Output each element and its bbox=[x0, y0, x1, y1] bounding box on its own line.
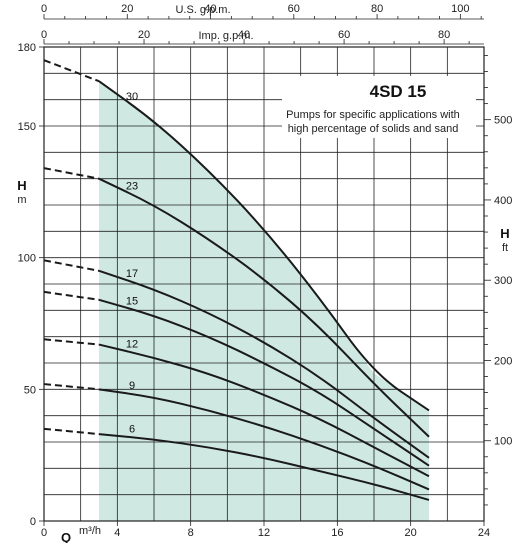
us-gpm-tick-label: 80 bbox=[371, 3, 383, 15]
curve-23-extrapolated bbox=[43, 167, 100, 180]
curve-label-15: 15 bbox=[126, 295, 138, 307]
curve-label-12: 12 bbox=[126, 338, 138, 350]
us-gpm-tick-label: 40 bbox=[204, 3, 216, 15]
left-tick-label: 150 bbox=[18, 121, 36, 133]
curve-label-23: 23 bbox=[126, 180, 138, 192]
us-gpm-tick-label: 0 bbox=[41, 3, 47, 15]
curve-30-extrapolated bbox=[43, 59, 100, 83]
bottom-tick-label: 20 bbox=[405, 527, 417, 539]
left-tick-label: 100 bbox=[18, 253, 36, 265]
chart-subtitle-line-1: Pumps for specific applications with bbox=[286, 109, 460, 121]
curve-9-extrapolated bbox=[43, 383, 100, 391]
left-tick-label: 0 bbox=[30, 516, 36, 528]
curve-17-extrapolated bbox=[43, 259, 100, 272]
imp-gpm-tick-label: 20 bbox=[138, 29, 150, 41]
bottom-tick-label: 16 bbox=[331, 527, 343, 539]
curve-30 bbox=[98, 80, 430, 412]
us-gpm-tick-label: 100 bbox=[451, 3, 469, 15]
right-tick-label: 300 bbox=[494, 275, 512, 287]
us-gpm-tick-label: 20 bbox=[121, 3, 133, 15]
curve-17 bbox=[98, 269, 430, 459]
curve-6 bbox=[98, 433, 430, 501]
curve-12-extrapolated bbox=[43, 338, 100, 346]
right-tick-label: 100 bbox=[494, 436, 512, 448]
right-tick-label: 500 bbox=[494, 115, 512, 127]
curve-label-6: 6 bbox=[129, 423, 135, 435]
imp-gpm-tick-label: 40 bbox=[238, 29, 250, 41]
us-gpm-tick-label: 60 bbox=[288, 3, 300, 15]
imp-gpm-tick-label: 80 bbox=[438, 29, 450, 41]
bottom-tick-label: 12 bbox=[258, 527, 270, 539]
title-box bbox=[282, 76, 476, 138]
chart-title: 4SD 15 bbox=[370, 82, 427, 101]
curve-label-30: 30 bbox=[126, 91, 138, 103]
imp-gpm-tick-label: 0 bbox=[41, 29, 47, 41]
left-tick-label: 180 bbox=[18, 42, 36, 54]
x-axis-unit: m³/h bbox=[79, 525, 101, 537]
curve-6-extrapolated bbox=[43, 427, 100, 436]
curve-23 bbox=[98, 177, 430, 438]
curve-9 bbox=[98, 388, 430, 491]
right-tick-label: 400 bbox=[494, 195, 512, 207]
bottom-tick-label: 24 bbox=[478, 527, 490, 539]
right-axis-unit: ft bbox=[502, 242, 508, 254]
us-gpm-axis-label: U.S. g.p.m. bbox=[175, 4, 230, 16]
curve-15-extrapolated bbox=[43, 290, 100, 301]
curve-12 bbox=[98, 343, 430, 478]
y-axis-label: H bbox=[17, 178, 26, 193]
y-axis-unit: m bbox=[17, 194, 26, 206]
right-axis-label: H bbox=[500, 226, 509, 241]
imp-gpm-axis-label: Imp. g.p.m. bbox=[198, 30, 253, 42]
curve-label-17: 17 bbox=[126, 268, 138, 280]
imp-gpm-tick-label: 60 bbox=[338, 29, 350, 41]
left-tick-label: 50 bbox=[24, 384, 36, 396]
bottom-tick-label: 8 bbox=[188, 527, 194, 539]
bottom-tick-label: 4 bbox=[114, 527, 120, 539]
curve-label-9: 9 bbox=[129, 380, 135, 392]
curve-15 bbox=[98, 298, 430, 467]
bottom-tick-label: 0 bbox=[41, 527, 47, 539]
chart-subtitle-line-2: high percentage of solids and sand bbox=[288, 123, 459, 135]
right-tick-label: 200 bbox=[494, 355, 512, 367]
x-axis-label: Q bbox=[61, 530, 71, 543]
